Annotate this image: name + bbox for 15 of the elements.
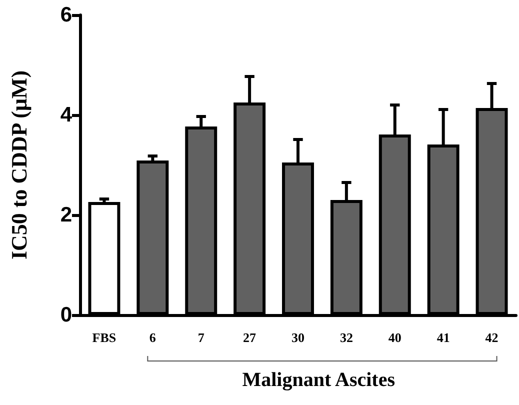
x-tick-label: 30 <box>292 330 304 345</box>
text: Malignant Ascites <box>242 369 396 391</box>
x-tick-label: 42 <box>485 330 498 345</box>
y-tick-label: 6 <box>60 4 72 26</box>
x-tick-label: 6 <box>149 330 156 345</box>
x-tick-label: 27 <box>243 330 257 345</box>
x-tick-label: 7 <box>198 330 205 345</box>
x-tick-label: 40 <box>388 330 402 345</box>
y-tick-label: 0 <box>60 304 72 326</box>
x-tick-label: 41 <box>436 330 450 345</box>
y-axis-title: IC50 to CDDP (μM) <box>6 70 32 260</box>
y-tick-label: 4 <box>60 104 72 126</box>
y-tick-label: 2 <box>60 204 72 226</box>
x-tick-label: 32 <box>340 330 353 345</box>
x-tick-label: FBS <box>92 330 116 345</box>
